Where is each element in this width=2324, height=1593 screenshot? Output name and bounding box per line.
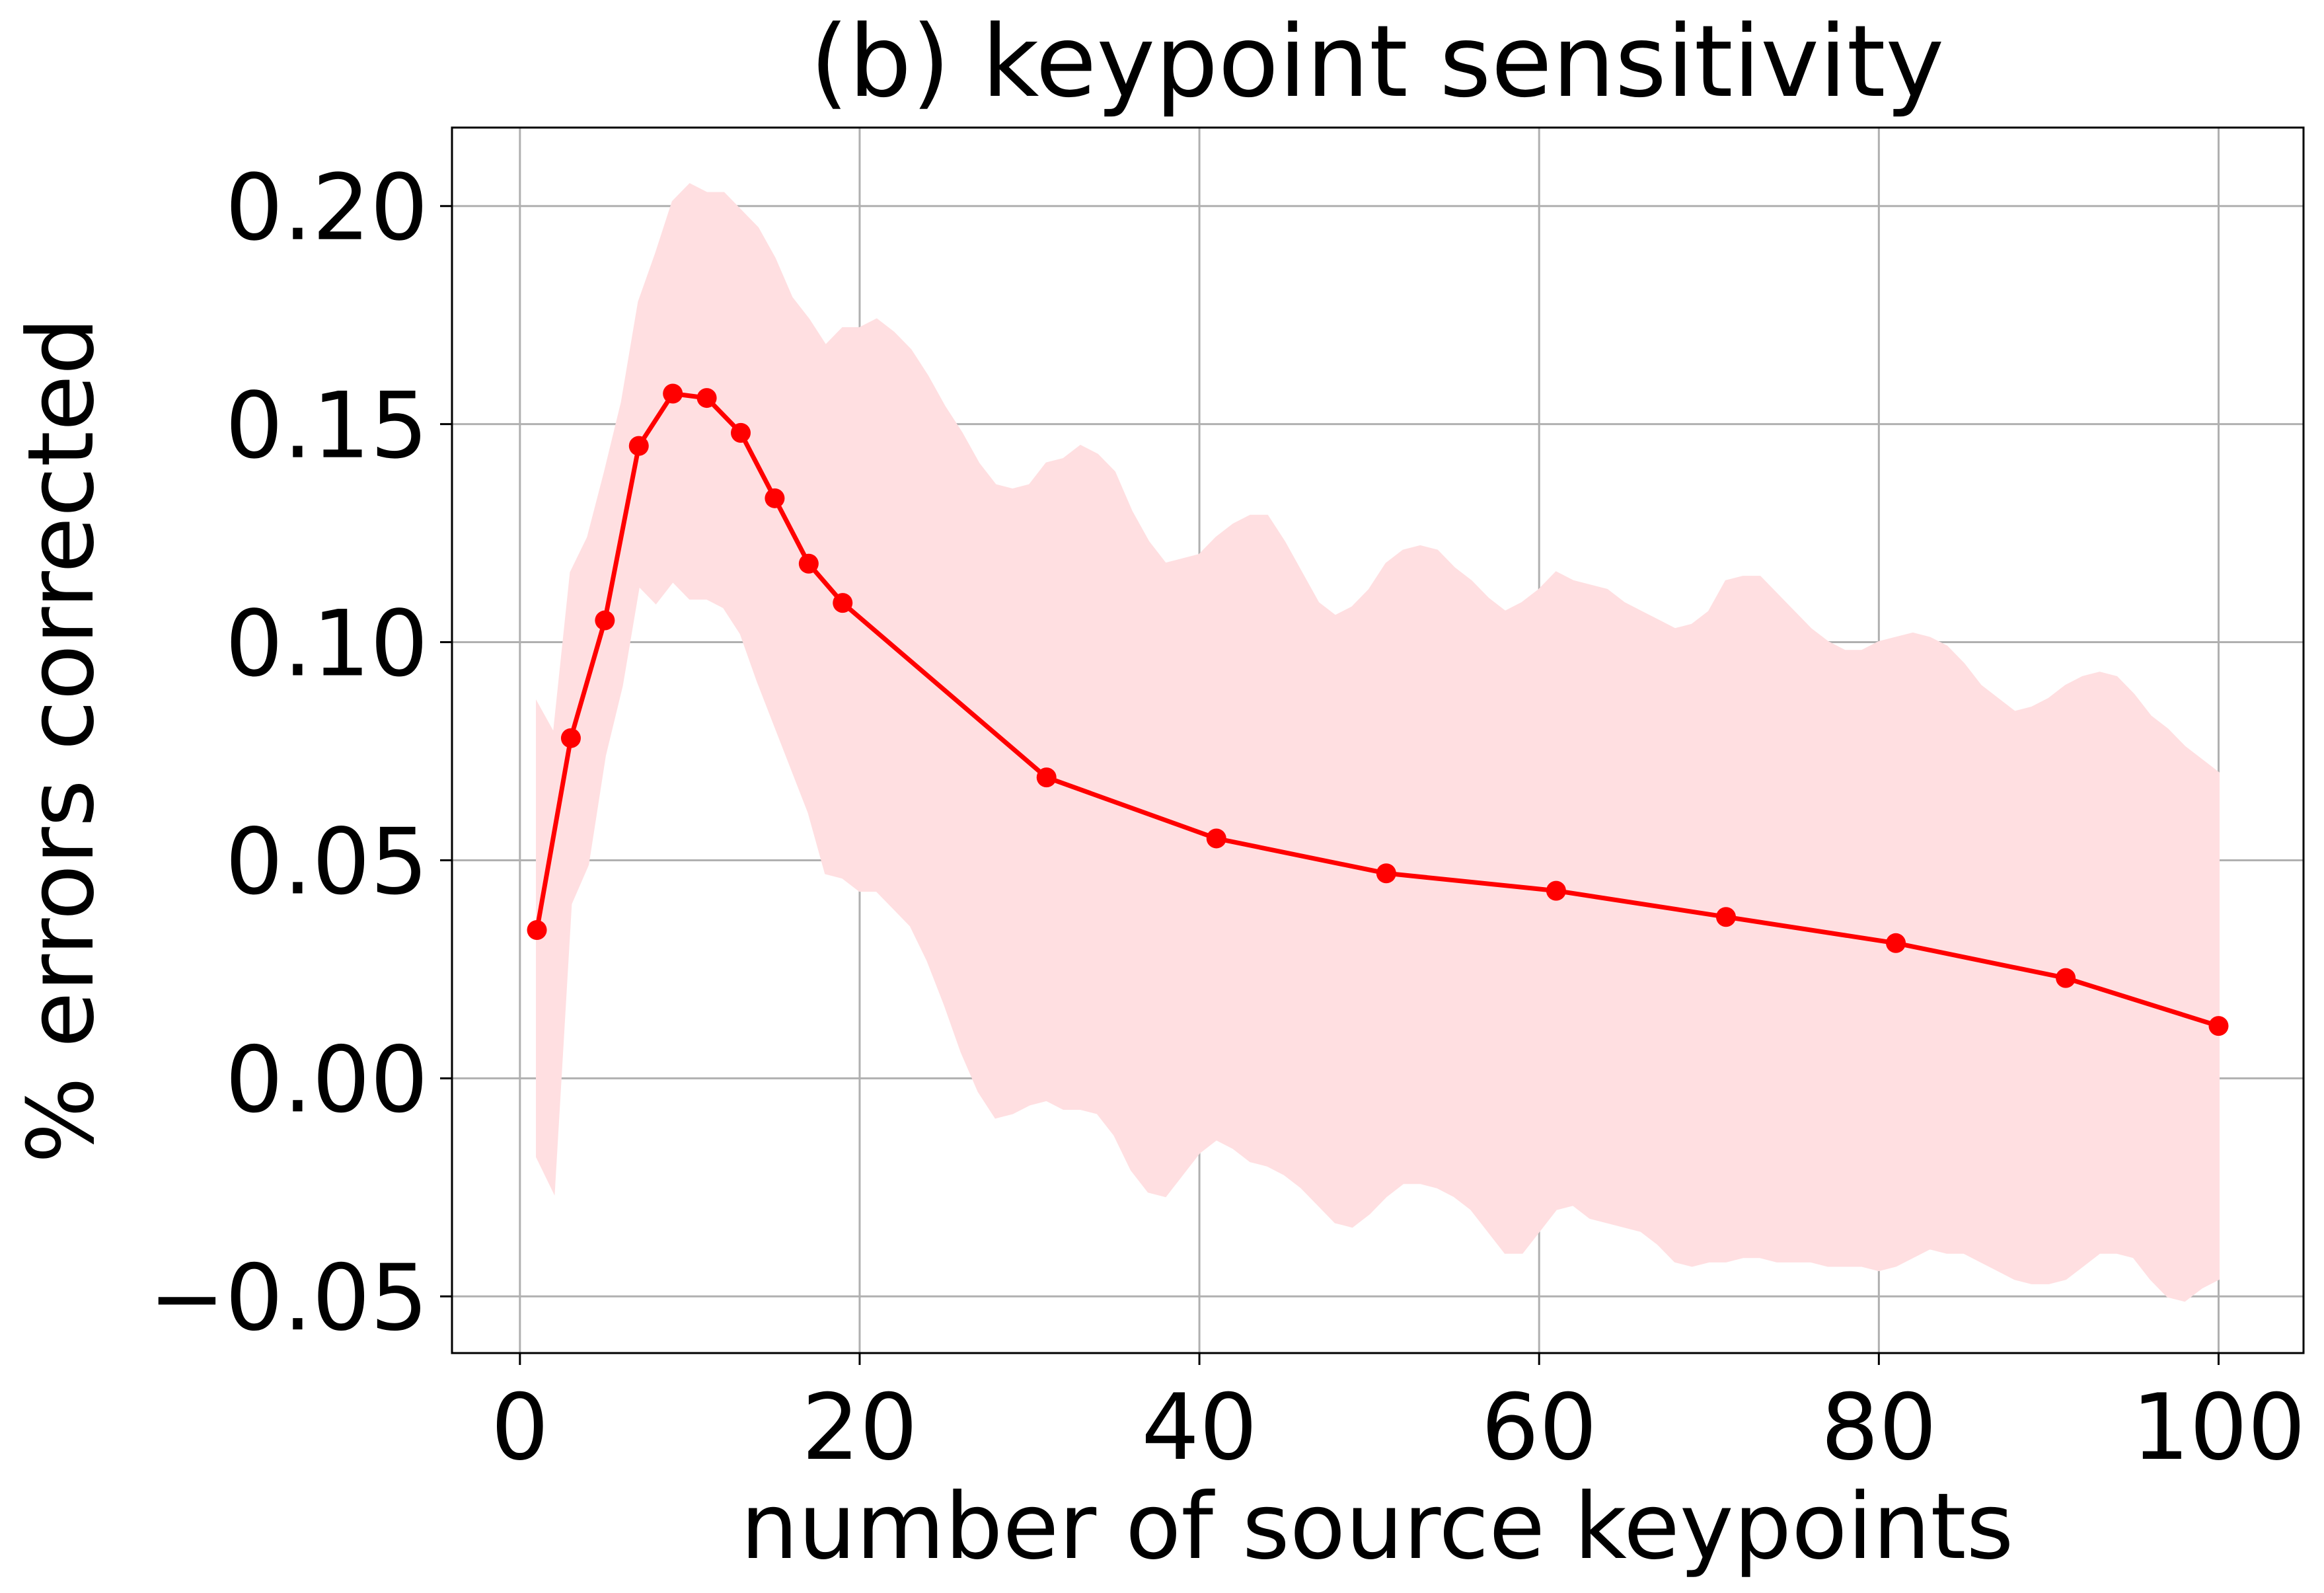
data-point [595, 610, 615, 631]
confidence-band [536, 182, 2220, 1302]
y-tick-label: 0.10 [225, 591, 428, 697]
data-point [696, 388, 717, 408]
data-point [1546, 880, 1566, 901]
data-point [1206, 828, 1226, 849]
data-point [765, 488, 785, 508]
data-point [663, 383, 683, 404]
data-point [833, 593, 853, 613]
y-tick-label: 0.15 [225, 373, 428, 479]
y-axis-ticks: −0.05 0.00 0.05 0.10 0.15 0.20 [149, 155, 452, 1351]
data-point [628, 436, 649, 456]
x-tick-label: 100 [2132, 1374, 2305, 1481]
x-tick-label: 60 [1481, 1374, 1597, 1481]
data-point [798, 553, 819, 574]
data-point [527, 920, 547, 941]
x-tick-label: 80 [1821, 1374, 1937, 1481]
data-point [1376, 863, 1396, 884]
confidence-band-layer [536, 182, 2220, 1302]
y-axis-label: % errors corrected [8, 317, 114, 1164]
y-tick-label: −0.05 [149, 1245, 428, 1351]
x-axis-label: number of source keypoints [741, 1473, 2014, 1580]
y-tick-label: 0.00 [225, 1027, 428, 1133]
series-layer [527, 383, 2229, 1036]
x-tick-label: 0 [491, 1374, 549, 1481]
data-point [1715, 907, 1736, 927]
y-tick-label: 0.20 [225, 155, 428, 261]
data-point [1036, 767, 1057, 788]
y-tick-label: 0.05 [225, 808, 428, 915]
data-point [560, 728, 581, 748]
x-axis-ticks: 0 20 40 60 80 100 [491, 1353, 2305, 1481]
data-point [2208, 1016, 2229, 1036]
series-line [535, 391, 2220, 1029]
data-point [2056, 968, 2076, 988]
chart-title: (b) keypoint sensitivity [810, 5, 1945, 120]
x-tick-label: 40 [1141, 1374, 1257, 1481]
x-tick-label: 20 [802, 1374, 918, 1481]
data-point [1886, 933, 1906, 953]
data-point [731, 422, 751, 443]
plot-frame [451, 126, 2305, 1354]
